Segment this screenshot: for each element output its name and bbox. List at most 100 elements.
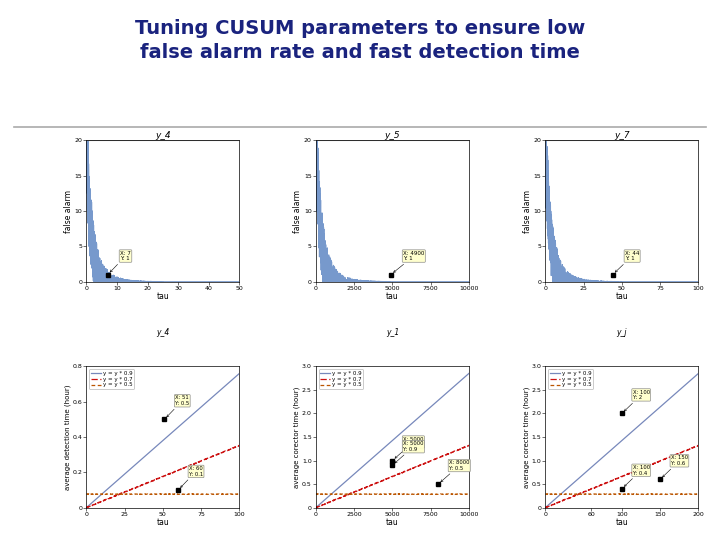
y = y * 0.5 xyxy=(185,491,194,497)
Title: y_4: y_4 xyxy=(155,131,171,140)
y = y * 0.9 xyxy=(351,470,359,476)
Text: X: 7
Y: 1: X: 7 Y: 1 xyxy=(110,251,131,272)
y = y * 0.5 xyxy=(580,491,589,498)
Y-axis label: false alarm: false alarm xyxy=(64,190,73,233)
y = y * 0.5 xyxy=(402,491,411,497)
y = y * 0.5 xyxy=(541,491,550,497)
X-axis label: tau: tau xyxy=(156,292,169,301)
y = y * 0.5 xyxy=(351,491,359,498)
y = y * 0.5 xyxy=(152,491,161,497)
y = y * 0.5 xyxy=(464,491,473,498)
Y-axis label: average detection time (hour): average detection time (hour) xyxy=(65,384,71,490)
y = y * 0.5 xyxy=(198,491,207,498)
y = y * 0.7 xyxy=(568,493,577,500)
y = y * 0.7 xyxy=(173,468,181,475)
Text: y_j: y_j xyxy=(616,328,627,338)
y = y * 0.5 xyxy=(140,491,149,497)
y = y * 0.7 xyxy=(235,442,243,449)
y = y * 0.9 xyxy=(312,504,320,511)
y = y * 0.9 xyxy=(568,481,577,487)
y = y * 0.7 xyxy=(580,488,589,494)
y = y * 0.7 xyxy=(464,442,473,449)
y = y * 0.9 xyxy=(611,444,619,450)
Text: X: 150
Y: 0.6: X: 150 Y: 0.6 xyxy=(662,455,688,477)
y = y * 0.7 xyxy=(414,462,423,469)
Y-axis label: false alarm: false alarm xyxy=(294,190,302,233)
Text: X: 8000
Y: 0.5: X: 8000 Y: 0.5 xyxy=(441,460,469,482)
Y-axis label: average corector time (hour): average corector time (hour) xyxy=(294,386,300,488)
y = y * 0.5 xyxy=(338,491,347,497)
y = y * 0.9 xyxy=(402,426,410,432)
y = y * 0.5 xyxy=(568,491,577,497)
y = y * 0.7 xyxy=(541,504,550,511)
Text: X: 100
Y: 0.4: X: 100 Y: 0.4 xyxy=(624,465,649,487)
y = y * 0.7 xyxy=(694,442,703,449)
y = y * 0.7 xyxy=(122,488,130,494)
X-axis label: tau: tau xyxy=(616,518,629,527)
Y-axis label: false alarm: false alarm xyxy=(523,190,532,233)
y = y * 0.7 xyxy=(83,504,91,511)
y = y * 0.9 xyxy=(694,370,703,377)
y = y * 0.7 xyxy=(82,504,91,511)
y = y * 0.5 xyxy=(631,491,640,497)
y = y * 0.9 xyxy=(151,444,160,450)
y = y * 0.5 xyxy=(588,491,596,498)
X-axis label: tau: tau xyxy=(156,518,169,527)
Y-axis label: average corector time (hour): average corector time (hour) xyxy=(523,386,530,488)
Text: X: 100
Y: 2: X: 100 Y: 2 xyxy=(624,389,649,411)
y = y * 0.7 xyxy=(351,488,360,494)
y = y * 0.9 xyxy=(197,403,206,410)
y = y * 0.7 xyxy=(402,468,410,475)
y = y * 0.5 xyxy=(235,491,243,498)
Line: y = y * 0.9: y = y * 0.9 xyxy=(316,374,469,508)
y = y * 0.7 xyxy=(312,504,321,511)
y = y * 0.5 xyxy=(694,491,703,498)
y = y * 0.7 xyxy=(339,493,348,500)
y = y * 0.5 xyxy=(82,491,91,497)
Line: y = y * 0.7: y = y * 0.7 xyxy=(316,446,469,508)
Legend: y = y * 0.9, y = y * 0.7, y = y * 0.5: y = y * 0.9, y = y * 0.7, y = y * 0.5 xyxy=(319,369,364,389)
y = y * 0.7 xyxy=(427,457,436,464)
Text: X: 4900
Y: 1: X: 4900 Y: 1 xyxy=(394,251,425,273)
X-axis label: tau: tau xyxy=(616,292,629,301)
Line: y = y * 0.5: y = y * 0.5 xyxy=(546,494,698,495)
y = y * 0.7 xyxy=(151,476,160,483)
Text: X: 51
Y: 0.5: X: 51 Y: 0.5 xyxy=(167,395,189,417)
Text: X: 44
Y: 1: X: 44 Y: 1 xyxy=(615,251,639,272)
y = y * 0.5 xyxy=(414,491,423,497)
y = y * 0.7 xyxy=(631,468,640,475)
Title: y_7: y_7 xyxy=(614,131,630,140)
y = y * 0.9 xyxy=(541,504,550,511)
Title: y_5: y_5 xyxy=(384,131,400,140)
y = y * 0.5 xyxy=(427,491,436,498)
X-axis label: tau: tau xyxy=(386,518,399,527)
Text: X: 5000
Y: 0.9: X: 5000 Y: 0.9 xyxy=(395,441,423,463)
y = y * 0.5 xyxy=(359,491,367,498)
Legend: y = y * 0.9, y = y * 0.7, y = y * 0.5: y = y * 0.9, y = y * 0.7, y = y * 0.5 xyxy=(548,369,593,389)
y = y * 0.7 xyxy=(197,457,206,464)
X-axis label: tau: tau xyxy=(386,292,399,301)
y = y * 0.9 xyxy=(643,415,652,421)
y = y * 0.9 xyxy=(235,370,243,377)
y = y * 0.7 xyxy=(542,504,551,511)
Line: y = y * 0.7: y = y * 0.7 xyxy=(86,446,239,508)
y = y * 0.9 xyxy=(656,403,665,410)
y = y * 0.7 xyxy=(184,462,193,469)
Text: Tuning CUSUM parameters to ensure low
false alarm rate and fast detection time: Tuning CUSUM parameters to ensure low fa… xyxy=(135,19,585,62)
Legend: y = y * 0.9, y = y * 0.7, y = y * 0.5: y = y * 0.9, y = y * 0.7, y = y * 0.5 xyxy=(89,369,134,389)
y = y * 0.9 xyxy=(82,504,91,511)
Text: X: 5000
Y: 1.0: X: 5000 Y: 1.0 xyxy=(395,437,423,458)
y = y * 0.5 xyxy=(122,491,130,498)
y = y * 0.7 xyxy=(381,476,390,483)
y = y * 0.7 xyxy=(657,457,665,464)
y = y * 0.5 xyxy=(611,491,619,497)
y = y * 0.5 xyxy=(129,491,138,498)
y = y * 0.7 xyxy=(694,442,703,449)
y = y * 0.9 xyxy=(464,370,473,377)
y = y * 0.5 xyxy=(644,491,652,497)
y = y * 0.9 xyxy=(631,426,640,432)
y = y * 0.7 xyxy=(644,462,652,469)
y = y * 0.7 xyxy=(235,442,243,449)
y = y * 0.9 xyxy=(427,403,436,410)
y = y * 0.5 xyxy=(370,491,379,497)
